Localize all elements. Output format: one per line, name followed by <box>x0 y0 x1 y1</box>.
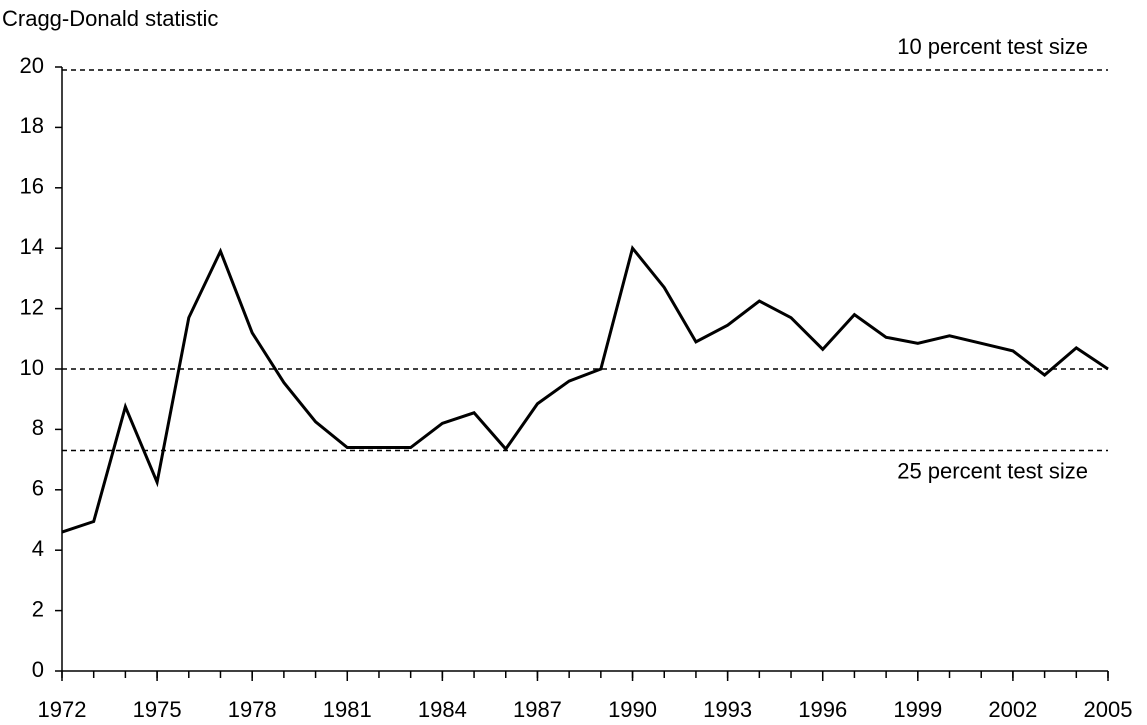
reference-label: 10 percent test size <box>897 34 1088 59</box>
y-axis-title: Cragg-Donald statistic <box>2 6 218 31</box>
y-tick-label: 16 <box>20 174 44 199</box>
y-tick-label: 12 <box>20 294 44 319</box>
x-tick-label: 2005 <box>1084 697 1133 722</box>
y-tick-label: 20 <box>20 53 44 78</box>
y-tick-label: 10 <box>20 355 44 380</box>
x-tick-label: 1984 <box>418 697 467 722</box>
y-tick-label: 8 <box>32 415 44 440</box>
x-tick-label: 1987 <box>513 697 562 722</box>
x-tick-label: 1999 <box>893 697 942 722</box>
x-tick-label: 1996 <box>798 697 847 722</box>
y-tick-label: 0 <box>32 657 44 682</box>
y-tick-label: 18 <box>20 113 44 138</box>
x-tick-label: 1978 <box>228 697 277 722</box>
data-line <box>61 244 1109 534</box>
x-tick-label: 2002 <box>988 697 1037 722</box>
reference-label: 25 percent test size <box>897 458 1088 483</box>
y-tick-label: 2 <box>32 596 44 621</box>
x-tick-label: 1993 <box>703 697 752 722</box>
y-tick-label: 4 <box>32 536 44 561</box>
x-tick-label: 1975 <box>133 697 182 722</box>
y-tick-label: 6 <box>32 476 44 501</box>
x-tick-label: 1981 <box>323 697 372 722</box>
x-tick-label: 1972 <box>38 697 87 722</box>
y-tick-label: 14 <box>20 234 44 259</box>
x-tick-label: 1990 <box>608 697 657 722</box>
